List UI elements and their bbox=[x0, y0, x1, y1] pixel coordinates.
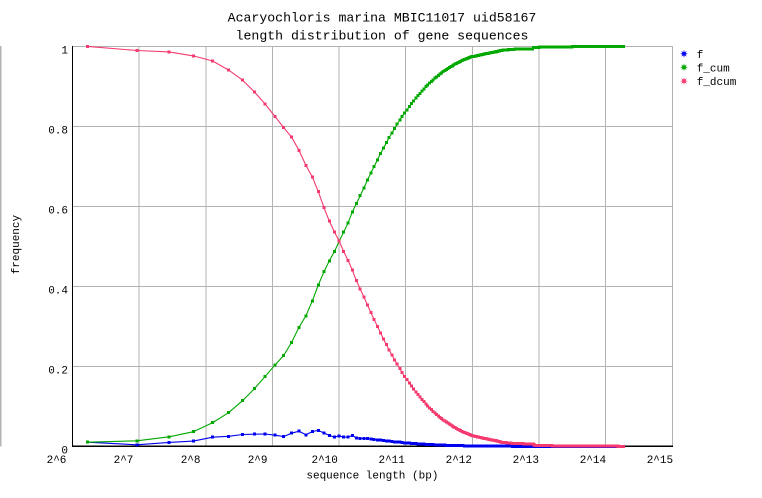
svg-text:2^13: 2^13 bbox=[513, 455, 539, 467]
svg-text:2^8: 2^8 bbox=[181, 455, 201, 467]
svg-text:2^10: 2^10 bbox=[311, 455, 337, 467]
svg-text:sequence length (bp): sequence length (bp) bbox=[306, 471, 438, 483]
svg-text:f: f bbox=[697, 50, 704, 62]
svg-text:f_cum: f_cum bbox=[697, 63, 730, 75]
svg-text:0.8: 0.8 bbox=[48, 125, 68, 137]
svg-text:2^9: 2^9 bbox=[248, 455, 268, 467]
svg-text:length distribution of gene se: length distribution of gene sequences bbox=[236, 28, 529, 43]
svg-text:0.2: 0.2 bbox=[48, 365, 68, 377]
svg-text:1: 1 bbox=[61, 45, 68, 57]
svg-text:frequency: frequency bbox=[11, 215, 23, 275]
svg-text:2^14: 2^14 bbox=[580, 455, 607, 467]
svg-text:2^7: 2^7 bbox=[114, 455, 134, 467]
svg-text:0.4: 0.4 bbox=[48, 285, 68, 297]
svg-text:Acaryochloris marina MBIC11017: Acaryochloris marina MBIC11017 uid58167 bbox=[228, 11, 537, 26]
svg-text:2^12: 2^12 bbox=[446, 455, 472, 467]
svg-text:0.6: 0.6 bbox=[48, 205, 68, 217]
svg-text:2^15: 2^15 bbox=[647, 455, 673, 467]
svg-text:2^11: 2^11 bbox=[378, 455, 405, 467]
svg-text:f_dcum: f_dcum bbox=[697, 77, 737, 89]
svg-text:0: 0 bbox=[61, 445, 68, 457]
svg-text:2^6: 2^6 bbox=[47, 455, 67, 467]
